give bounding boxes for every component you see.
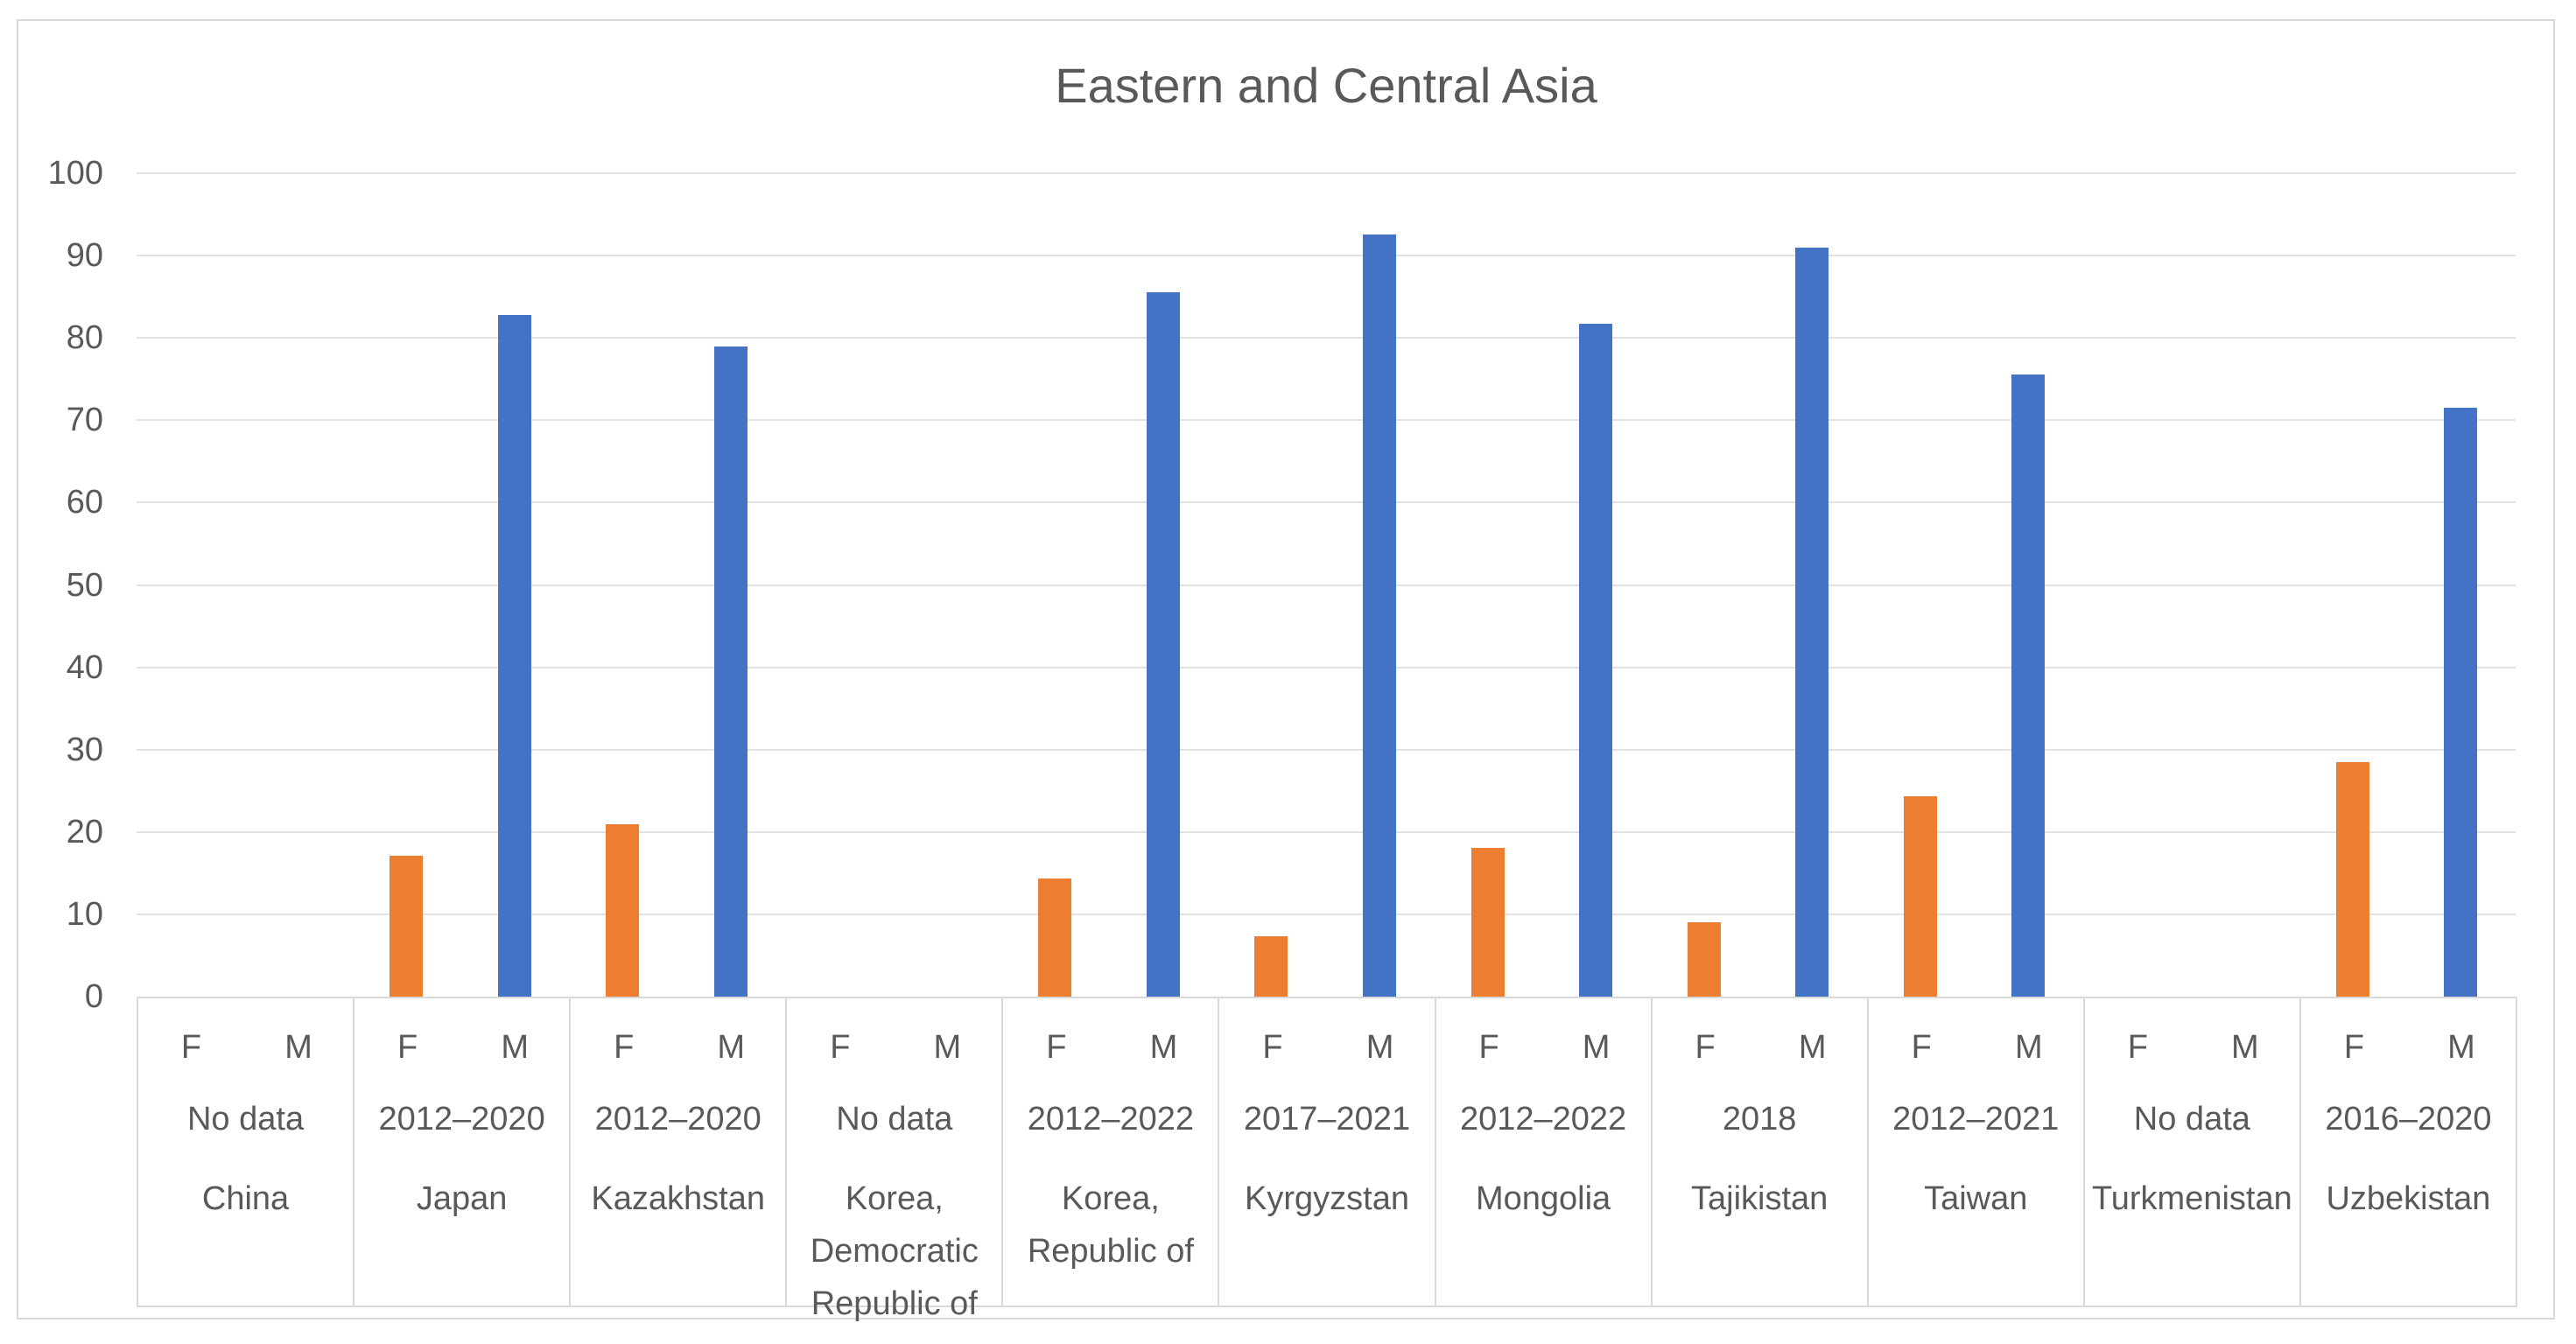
male-column-label: M [1365,1029,1394,1066]
country-label: Tajikistan [1691,1180,1828,1217]
period-label: 2018 [1722,1101,1797,1138]
country-label: Kazakhstan [591,1180,765,1217]
bar-m [1363,234,1397,997]
period-label: 2012–2021 [1892,1101,2060,1138]
category-cell: F M 2017–2021 Kyrgyzstan [1219,998,1436,1306]
male-column-label: M [1798,1029,1827,1066]
gridline [137,913,2516,915]
male-column-label: M [501,1029,529,1066]
chart-title: Eastern and Central Asia [1055,58,1597,113]
y-axis-tick-label: 90 [66,237,103,275]
bar-f [1903,796,1937,997]
country-label: Kyrgyzstan [1245,1180,1409,1217]
period-label: 2012–2020 [594,1101,762,1138]
bar-f [606,824,640,997]
female-column-label: F [830,1029,851,1066]
country-label: Turkmenistan [2091,1180,2292,1217]
bar-f [1470,847,1505,997]
period-label: 2012–2020 [378,1101,545,1138]
period-label: 2016–2020 [2325,1101,2492,1138]
female-column-label: F [1695,1029,1716,1066]
gridline [137,584,2516,586]
male-column-label: M [2014,1029,2043,1066]
category-cell: F M No data China [138,998,355,1306]
female-column-label: F [1911,1029,1932,1066]
period-label: 2017–2021 [1243,1101,1411,1138]
gridline [137,666,2516,668]
country-label: Korea, Republic of [1027,1180,1194,1270]
male-column-label: M [1149,1029,1178,1066]
country-label: Korea, Democratic Republic of [810,1180,979,1322]
period-label: 2012–2022 [1027,1101,1194,1138]
y-axis-tick-label: 0 [84,978,103,1015]
category-cell: F M 2012–2022 Korea, Republic of [1003,998,1220,1306]
y-axis-tick-label: 80 [66,319,103,357]
category-cell: F M No data Turkmenistan [2085,998,2301,1306]
category-axis-table: F M No data China F M 2012–2020 Japan F M 2012–202… [137,997,2517,1322]
male-column-label: M [2447,1029,2475,1066]
bar-m [2444,408,2478,997]
period-label: No data [2133,1101,2250,1138]
country-label: China [201,1180,290,1217]
bar-f [1254,936,1288,997]
y-axis-tick-label: 70 [66,402,103,439]
male-column-label: M [2231,1029,2259,1066]
gridline [137,830,2516,833]
category-cell: F M 2012–2022 Mongolia [1436,998,1653,1306]
period-label: 2012–2022 [1459,1101,1627,1138]
chart-area: Eastern and Central Asia F M No data China F… [17,19,2555,1322]
y-axis-tick-label: 30 [66,731,103,768]
female-column-label: F [614,1029,635,1066]
bar-f [2335,761,2369,997]
male-column-label: M [717,1029,746,1066]
female-column-label: F [1046,1029,1067,1066]
country-label: Uzbekistan [2326,1180,2491,1217]
female-column-label: F [397,1029,418,1066]
gridline [137,337,2516,340]
gridline [137,501,2516,504]
bar-m [713,346,748,997]
y-axis-tick-label: 50 [66,566,103,604]
country-label: Mongolia [1475,1180,1611,1217]
category-cell: F M 2012–2021 Taiwan [1869,998,2085,1306]
period-label: No data [186,1101,305,1138]
gridline [137,419,2516,422]
bar-f [1038,878,1072,997]
category-cell: F M 2016–2020 Uzbekistan [2301,998,2517,1306]
male-column-label: M [933,1029,962,1066]
category-cell: F M 2012–2020 Kazakhstan [571,998,788,1306]
bar-f [1687,922,1721,997]
bar-m [1579,324,1613,997]
gridline [137,748,2516,751]
gridline [137,255,2516,257]
bar-m [1146,292,1180,997]
bar-m [2011,374,2046,997]
bar-m [1795,247,1829,997]
female-column-label: F [180,1029,202,1066]
y-axis-tick-label: 10 [66,895,103,933]
country-label: Japan [416,1180,508,1217]
bar-m [497,314,531,997]
y-axis-tick-label: 20 [66,813,103,850]
category-cell: F M 2012–2020 Japan [354,998,572,1306]
period-label: No data [836,1101,953,1138]
category-cell: F M No data Korea, Democratic Republic of [787,998,1004,1322]
y-axis-tick-label: 60 [66,484,103,522]
female-column-label: F [1262,1029,1283,1066]
male-column-label: M [1582,1029,1611,1066]
gridline [137,172,2516,174]
category-cell: F M 2018 Tajikistan [1653,998,1869,1306]
country-label: Taiwan [1924,1180,2028,1217]
y-axis-tick-label: 100 [47,155,103,192]
female-column-label: F [1478,1029,1499,1066]
bar-f [390,856,424,997]
female-column-label: F [2343,1029,2365,1066]
female-column-label: F [2127,1029,2148,1066]
y-axis-tick-label: 40 [66,648,103,686]
male-column-label: M [284,1029,312,1066]
